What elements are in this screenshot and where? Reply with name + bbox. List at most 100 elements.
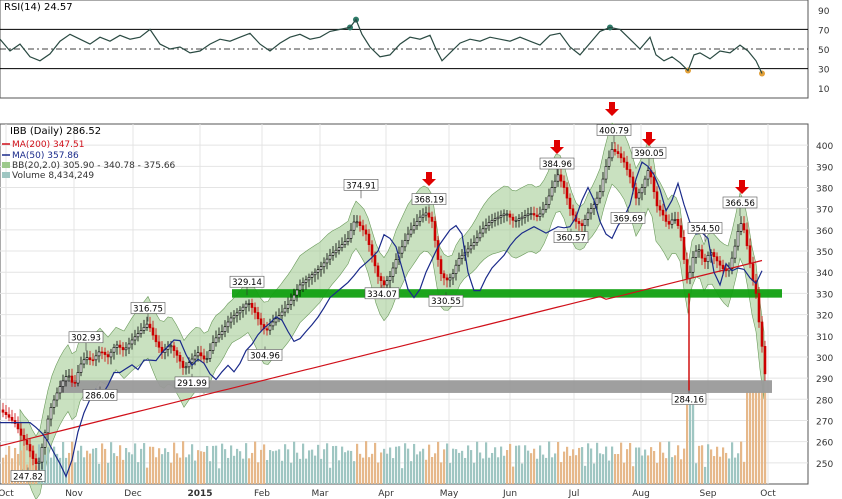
volume-bar xyxy=(509,443,512,484)
candle-body xyxy=(304,279,308,283)
volume-bar xyxy=(470,450,473,484)
candle-body xyxy=(757,293,761,323)
candle-body xyxy=(298,284,302,291)
volume-bar xyxy=(146,467,149,484)
x-tick-label: Dec xyxy=(124,489,141,499)
volume-bar xyxy=(752,391,755,484)
candle-body xyxy=(586,212,590,220)
volume-bar xyxy=(581,447,584,484)
candle-body xyxy=(46,418,50,434)
candle-body xyxy=(331,252,335,256)
volume-bar xyxy=(659,442,662,484)
volume-bar xyxy=(536,458,539,484)
x-tick-label: Jun xyxy=(502,489,517,499)
price-tick-label: 250 xyxy=(816,460,833,470)
candle-body xyxy=(73,382,77,384)
candle-body xyxy=(142,326,146,331)
annotation-label: 384.96 xyxy=(542,160,572,170)
candle-body xyxy=(622,157,626,163)
candle-body xyxy=(70,375,74,383)
candle-body xyxy=(55,392,59,401)
candle-body xyxy=(763,346,767,375)
candle-body xyxy=(721,264,725,270)
candle-body xyxy=(289,299,293,305)
volume-bar xyxy=(338,460,341,484)
candle-body xyxy=(391,267,395,277)
annotation-box xyxy=(364,287,400,300)
candle-body xyxy=(76,372,80,384)
candle-body xyxy=(214,337,218,343)
price-tick-label: 370 xyxy=(816,206,833,216)
candle-body xyxy=(340,244,344,248)
annotation-label: 366.56 xyxy=(725,199,755,209)
volume-bar xyxy=(488,457,491,484)
x-tick-label: Oct xyxy=(760,489,776,499)
candle-body xyxy=(421,214,425,218)
price-tick-label: 390 xyxy=(816,163,833,173)
candle-body xyxy=(394,259,398,269)
candle-body xyxy=(715,256,719,262)
candle-body xyxy=(613,149,617,152)
volume-bar xyxy=(542,454,545,484)
volume-bar xyxy=(263,444,266,484)
annotation-box xyxy=(610,212,646,224)
volume-bar xyxy=(464,457,467,484)
rsi-panel: RSI(14) 24.57 90 70 50 30 10 xyxy=(0,0,830,99)
candle-body xyxy=(625,161,629,170)
candle-body xyxy=(430,216,434,222)
legend-volume: Volume 8,434,249 xyxy=(12,171,94,181)
candle-body xyxy=(10,416,14,421)
rsi-tick-label: 50 xyxy=(818,46,830,56)
volume-bar xyxy=(518,445,521,484)
volume-bar xyxy=(185,457,188,484)
candle-body xyxy=(700,249,704,259)
candle-body xyxy=(43,432,47,448)
candle-body xyxy=(337,247,341,251)
candle-body xyxy=(229,317,233,323)
candle-body xyxy=(706,254,710,262)
volume-bar xyxy=(98,463,101,484)
candle-body xyxy=(559,174,563,182)
annotation-box xyxy=(671,393,707,405)
volume-bar xyxy=(239,451,242,484)
volume-bar xyxy=(530,453,533,484)
candle-body xyxy=(595,197,599,205)
candle-body xyxy=(733,245,737,259)
candle-body xyxy=(520,216,524,220)
volume-bar xyxy=(515,445,518,484)
candle-body xyxy=(409,229,413,235)
candle-body xyxy=(523,215,527,218)
volume-bar xyxy=(554,453,557,484)
annotation-label: 368.19 xyxy=(414,196,444,206)
annotation-label: 304.96 xyxy=(250,351,280,361)
candle-body xyxy=(247,302,251,305)
candle-body xyxy=(670,219,674,225)
volume-bar xyxy=(341,446,344,484)
candle-body xyxy=(577,221,581,224)
candle-body xyxy=(424,212,428,216)
volume-bar xyxy=(671,457,674,484)
x-tick-label: Sep xyxy=(700,489,717,499)
volume-bar xyxy=(491,452,494,484)
price-tick-label: 290 xyxy=(816,375,833,385)
volume-bar xyxy=(395,446,398,484)
candle-body xyxy=(16,423,20,430)
candle-body xyxy=(79,363,83,373)
volume-bar xyxy=(575,455,578,484)
volume-bar xyxy=(398,446,401,484)
volume-bar xyxy=(62,442,65,484)
candle-body xyxy=(130,339,134,345)
candle-body xyxy=(469,245,473,250)
candle-body xyxy=(28,444,32,452)
candle-body xyxy=(661,209,665,216)
candle-body xyxy=(685,259,689,279)
volume-bar xyxy=(452,448,455,484)
volume-bar xyxy=(560,462,563,484)
annotation-box xyxy=(631,146,667,159)
down-arrow-marker xyxy=(642,132,656,146)
volume-bar xyxy=(359,453,362,484)
annotation-label: 390.05 xyxy=(634,149,664,159)
annotation-box xyxy=(68,331,104,344)
volume-bar xyxy=(434,453,437,484)
candle-body xyxy=(19,428,23,436)
